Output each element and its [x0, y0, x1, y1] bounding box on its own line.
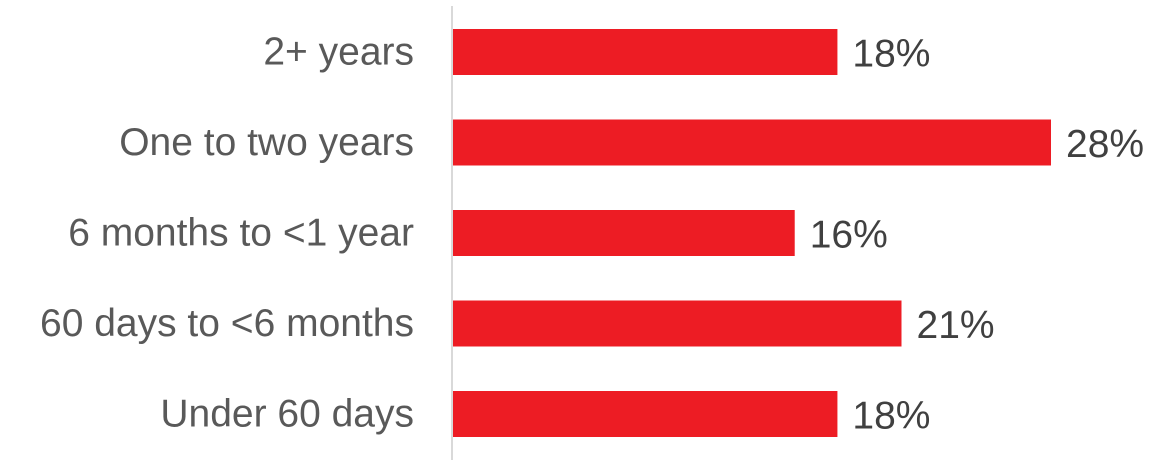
bar	[453, 300, 902, 347]
bar	[453, 391, 838, 437]
value-label: 18%	[852, 33, 930, 76]
category-labels: 2+ years One to two years 6 months to <1 y…	[40, 31, 414, 436]
value-label: 21%	[917, 304, 995, 347]
value-label: 28%	[1066, 123, 1144, 166]
value-label: 16%	[810, 214, 888, 257]
bar	[453, 210, 795, 256]
category-label: 60 days to <6 months	[40, 302, 414, 345]
category-label: One to two years	[119, 121, 414, 164]
bars	[453, 29, 1051, 437]
category-label: 6 months to <1 year	[68, 212, 414, 255]
bar	[453, 119, 1051, 166]
category-label: 2+ years	[263, 31, 414, 74]
category-label: Under 60 days	[160, 393, 414, 436]
bar	[453, 29, 838, 75]
value-labels: 18% 28% 16% 21% 18%	[810, 33, 1144, 438]
value-label: 18%	[852, 395, 930, 438]
